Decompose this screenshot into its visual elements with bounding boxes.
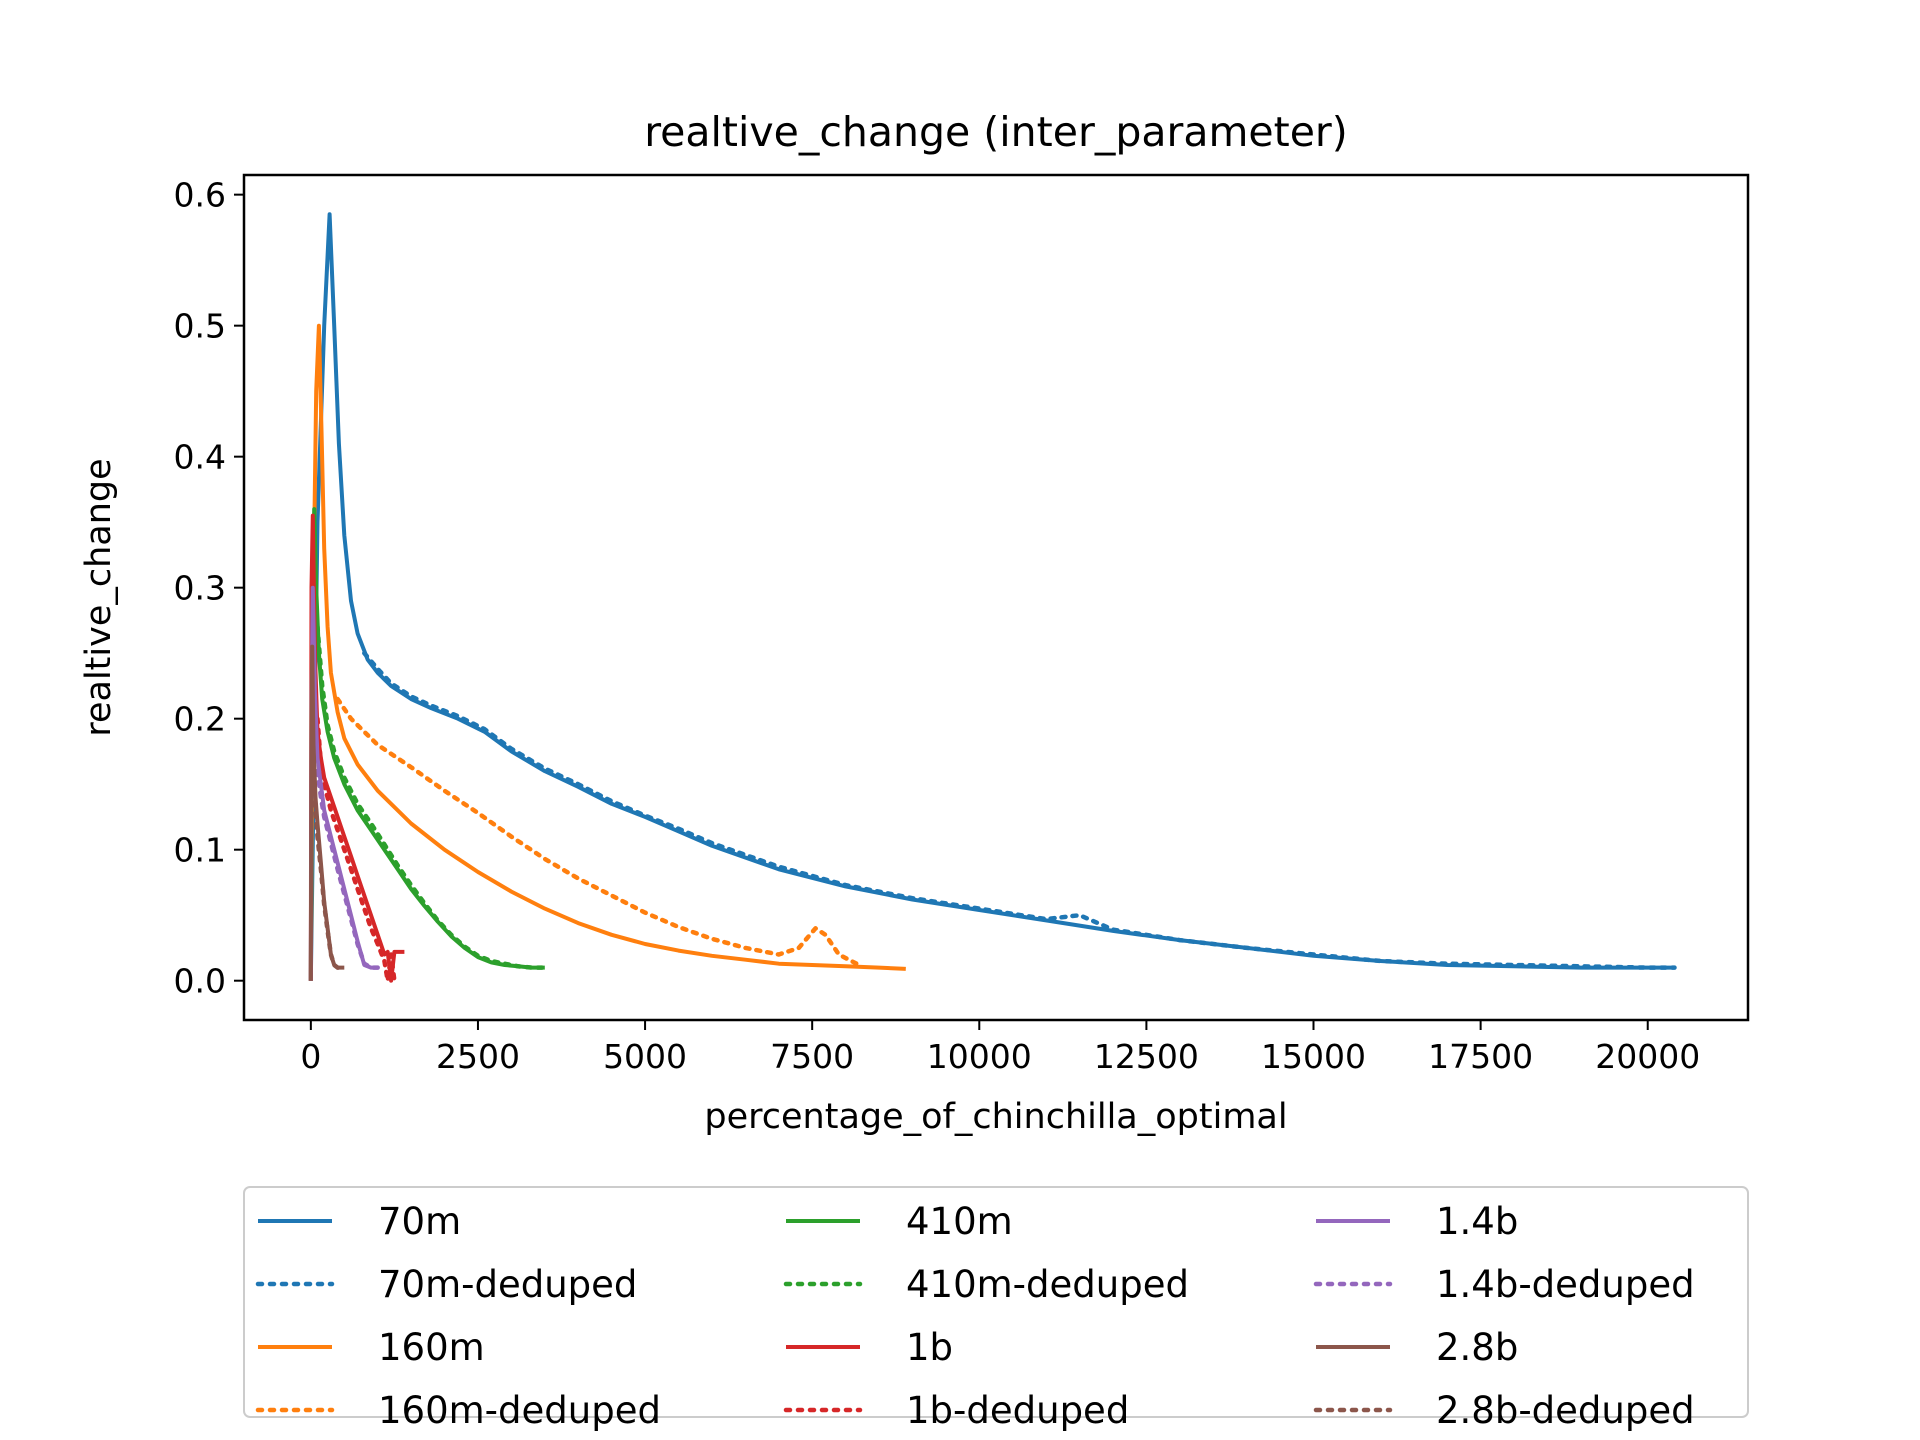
series-line-1.4b-deduped [315, 768, 380, 970]
x-tick-label: 10000 [927, 1037, 1032, 1076]
x-tick-label: 7500 [770, 1037, 854, 1076]
x-tick-label: 2500 [436, 1037, 520, 1076]
legend-label-160m-deduped: 160m-deduped [378, 1389, 661, 1432]
legend-label-2.8b-deduped: 2.8b-deduped [1436, 1389, 1695, 1432]
legend-label-160m: 160m [378, 1326, 485, 1369]
series-line-1b-deduped [315, 716, 397, 983]
x-tick-label: 0 [300, 1037, 321, 1076]
y-tick-label: 0.6 [174, 176, 226, 215]
y-tick-label: 0.5 [174, 307, 226, 346]
x-axis: 0 2500 5000 7500 10000 12500 15000 17500 20000 [300, 1020, 1700, 1076]
y-tick-label: 0.1 [174, 831, 226, 870]
y-axis-title: realtive_change [79, 458, 119, 736]
legend-label-1b: 1b [906, 1326, 953, 1369]
y-axis: 0.0 0.1 0.2 0.3 0.4 0.5 0.6 [174, 176, 244, 1001]
legend-label-410m-deduped: 410m-deduped [906, 1263, 1189, 1306]
x-tick-label: 12500 [1094, 1037, 1199, 1076]
y-tick-label: 0.2 [174, 700, 226, 739]
plot-lines [308, 212, 1677, 983]
legend-label-1.4b-deduped: 1.4b-deduped [1436, 1263, 1695, 1306]
x-tick-label: 15000 [1261, 1037, 1366, 1076]
y-tick-label: 0.3 [174, 569, 226, 608]
y-tick-label: 0.4 [174, 438, 226, 477]
x-tick-label: 17500 [1428, 1037, 1533, 1076]
chart-title: realtive_change (inter_parameter) [644, 108, 1348, 156]
legend-label-410m: 410m [906, 1200, 1013, 1243]
y-tick-label: 0.0 [174, 962, 226, 1001]
series-line-70m-deduped [362, 650, 1677, 970]
legend-label-70m-deduped: 70m-deduped [378, 1263, 637, 1306]
x-axis-title: percentage_of_chinchilla_optimal [704, 1097, 1287, 1137]
legend-label-70m: 70m [378, 1200, 461, 1243]
legend-box [243, 1186, 1749, 1418]
series-line-410m-deduped [315, 624, 548, 970]
legend: 70m 70m-deduped 160m 160m-deduped 410m 410m-d… [243, 1186, 1749, 1432]
legend-label-2.8b: 2.8b [1436, 1326, 1518, 1369]
series-line-2.8b-deduped [311, 755, 347, 970]
x-tick-label: 5000 [603, 1037, 687, 1076]
legend-label-1b-deduped: 1b-deduped [906, 1389, 1129, 1432]
plot-frame [242, 173, 1750, 1022]
legend-label-1.4b: 1.4b [1436, 1200, 1518, 1243]
series-line-160m [308, 323, 906, 981]
series-line-160m-deduped [335, 696, 862, 968]
x-tick-label: 20000 [1595, 1037, 1700, 1076]
